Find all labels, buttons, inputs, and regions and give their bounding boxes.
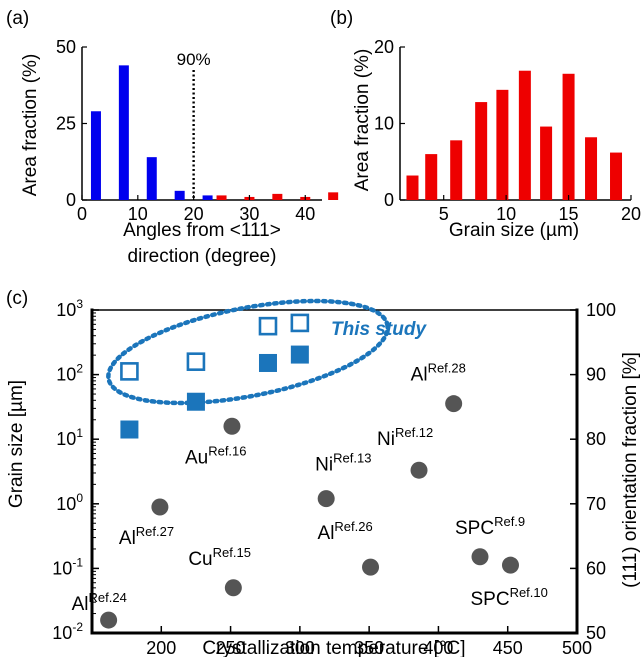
y-tick-label-a: 0 xyxy=(66,190,76,210)
bar-a-s0-2 xyxy=(146,157,157,200)
bar-b-7 xyxy=(562,73,575,200)
y-tick-label-c-left: 100 xyxy=(56,491,83,514)
literature-point-cu-3 xyxy=(224,579,242,597)
y-tick-label-b: 0 xyxy=(384,190,394,210)
y-tick-label-c-right: 70 xyxy=(586,494,606,514)
literature-point-al-5 xyxy=(362,558,380,576)
bar-b-9 xyxy=(610,152,623,200)
bar-a-s0-4 xyxy=(202,195,213,200)
literature-label-7: AlRef.28 xyxy=(411,361,466,386)
y-axis-label-c-right: (111) orientation fraction [%] xyxy=(620,352,641,588)
bar-a-s1-0 xyxy=(216,195,227,200)
literature-point-al-7 xyxy=(445,395,463,413)
bar-b-8 xyxy=(585,137,598,200)
x-tick-label-b: 5 xyxy=(439,204,449,224)
x-tick-label-c: 400 xyxy=(423,638,453,657)
literature-point-au-2 xyxy=(223,417,241,435)
orientation-open-square-3 xyxy=(290,313,310,333)
literature-label-5: AlRef.26 xyxy=(318,519,373,544)
bar-a-s1-2 xyxy=(272,193,283,200)
y-axis-label-b: Area fraction (%) xyxy=(352,49,373,192)
x-tick-label-c: 450 xyxy=(493,638,523,657)
y-tick-label-c-left: 101 xyxy=(56,426,83,449)
this-study-ellipse xyxy=(106,298,390,406)
bar-a-s0-0 xyxy=(90,111,101,200)
x-tick-label-b: 15 xyxy=(559,204,579,224)
literature-point-ni-4 xyxy=(317,490,335,508)
y-tick-label-c-right: 80 xyxy=(586,429,606,449)
literature-label-4: NiRef.13 xyxy=(315,451,371,476)
grain-size-square-1 xyxy=(186,392,205,411)
y-axis-label-a: Area fraction (%) xyxy=(20,54,41,197)
x-tick-label-a: 30 xyxy=(239,204,259,224)
x-axis-label-a-line1: Angles from <111> xyxy=(123,220,281,241)
x-tick-label-c: 200 xyxy=(146,638,176,657)
literature-label-6: NiRef.12 xyxy=(377,425,433,450)
x-tick-label-a: 0 xyxy=(77,204,87,224)
y-tick-label-c-right: 50 xyxy=(586,623,606,643)
x-tick-label-b: 20 xyxy=(621,204,641,224)
y-tick-label-c-right: 60 xyxy=(586,558,606,578)
bar-b-2 xyxy=(450,140,463,200)
literature-label-8: SPCRef.9 xyxy=(455,514,525,539)
y-tick-label-b: 10 xyxy=(374,114,394,134)
grain-size-square-2 xyxy=(258,353,277,372)
x-tick-label-a: 40 xyxy=(295,204,315,224)
literature-label-3: CuRef.15 xyxy=(188,545,251,570)
literature-label-2: AuRef.16 xyxy=(185,443,247,468)
y-tick-label-a: 25 xyxy=(56,114,76,134)
x-tick-label-a: 20 xyxy=(184,204,204,224)
panel-b: (b) 0 10 20 5 10 15 20 Grain size (µm) Area fract… xyxy=(330,8,641,241)
bar-b-5 xyxy=(518,70,531,200)
literature-label-9: SPCRef.10 xyxy=(470,585,547,610)
orientation-open-square-0 xyxy=(120,362,139,381)
y-tick-label-c-left: 10-1 xyxy=(52,555,83,578)
bar-b-1 xyxy=(425,154,438,200)
grain-size-square-0 xyxy=(120,420,139,439)
bar-a-s0-1 xyxy=(118,65,129,200)
x-tick-label-b: 10 xyxy=(496,204,516,224)
x-tick-label-a: 10 xyxy=(128,204,148,224)
orientation-open-square-2 xyxy=(258,316,278,336)
panel-label-b: (b) xyxy=(330,8,353,29)
literature-point-spc-9 xyxy=(501,556,519,574)
y-tick-label-b: 20 xyxy=(374,37,394,57)
panel-c: (c) 10-2 10-1 100 101 102 103 50 60 70 80 90 100 200 2… xyxy=(6,288,641,657)
y-tick-label-c-right: 100 xyxy=(586,300,616,320)
panel-label-a: (a) xyxy=(6,8,29,29)
marker-label-90: 90% xyxy=(177,50,211,69)
x-tick-label-c: 500 xyxy=(562,638,592,657)
y-tick-label-a: 50 xyxy=(56,37,76,57)
bar-a-s1-4 xyxy=(328,192,339,200)
literature-label-0: AlRef.24 xyxy=(72,590,127,615)
y-axis-label-c-left: Grain size [µm] xyxy=(6,380,27,508)
bar-b-0 xyxy=(406,175,419,200)
literature-point-spc-8 xyxy=(471,548,489,566)
y-tick-label-c-left: 10-2 xyxy=(52,620,83,643)
this-study-annotation: This study xyxy=(331,319,427,340)
y-tick-label-c-left: 102 xyxy=(56,362,83,385)
y-tick-label-c-right: 90 xyxy=(586,365,606,385)
grain-size-square-3 xyxy=(290,345,309,364)
orientation-open-square-1 xyxy=(186,352,206,371)
bar-a-s0-3 xyxy=(174,190,185,200)
literature-point-al-1 xyxy=(151,498,169,516)
x-tick-label-c: 250 xyxy=(216,638,246,657)
panel-label-c: (c) xyxy=(6,288,28,309)
x-axis-label-a-line2: direction (degree) xyxy=(128,246,277,267)
bar-b-4 xyxy=(496,89,509,200)
bar-b-3 xyxy=(475,102,488,200)
literature-point-al-0 xyxy=(100,611,118,629)
x-tick-label-c: 300 xyxy=(285,638,315,657)
y-tick-label-c-left: 103 xyxy=(56,297,83,320)
literature-point-ni-6 xyxy=(410,461,428,479)
x-axis-label-c: Crystallization temperature [°C] xyxy=(202,638,465,657)
x-axis-label-b: Grain size (µm) xyxy=(449,220,579,241)
literature-label-1: AlRef.27 xyxy=(119,524,174,549)
bar-b-6 xyxy=(540,126,553,200)
x-tick-label-c: 350 xyxy=(354,638,384,657)
panel-a: (a) 90% 0 25 50 0 10 20 30 40 Angles from <111> dir… xyxy=(6,8,339,267)
